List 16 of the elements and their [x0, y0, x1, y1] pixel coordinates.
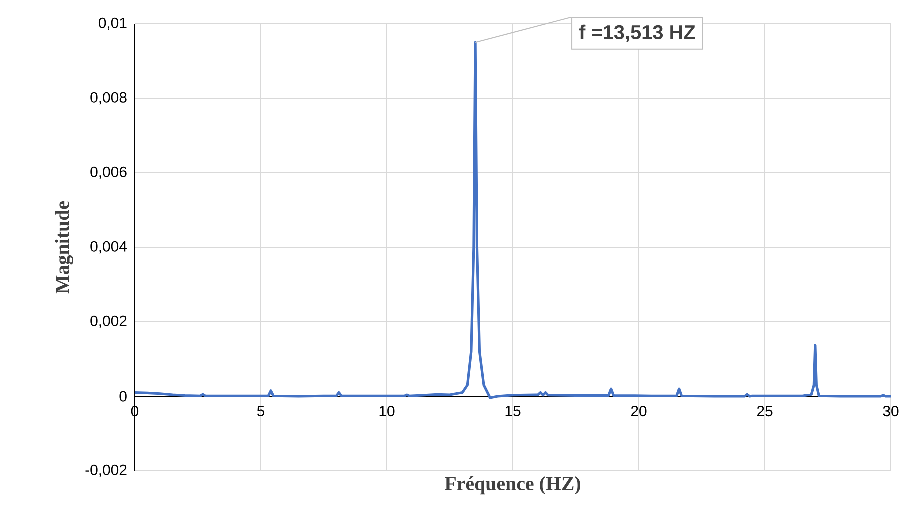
y-tick-label: 0,008 — [90, 92, 127, 105]
y-tick-label: 0 — [120, 391, 127, 402]
y-tick-label: 0,002 — [90, 316, 127, 328]
y-tick-label: 0,01 — [98, 18, 127, 30]
y-tick-label: -0,002 — [86, 464, 127, 478]
x-tick-label: 10 — [380, 406, 395, 417]
x-tick-label: 15 — [506, 406, 521, 416]
annotation: f =13,513 HZ — [579, 24, 696, 42]
x-tick-label: 5 — [257, 406, 265, 416]
x-tick-label: 20 — [631, 406, 647, 417]
y-tick-label: 0,006 — [90, 166, 127, 180]
x-tick-label: 30 — [883, 406, 899, 417]
x-tick-label: 25 — [757, 406, 773, 417]
x-axis-title: Fréquence (HZ) — [445, 476, 580, 495]
y-axis-title: Magnitude — [55, 202, 74, 294]
y-tick-label: 0,004 — [90, 241, 128, 254]
